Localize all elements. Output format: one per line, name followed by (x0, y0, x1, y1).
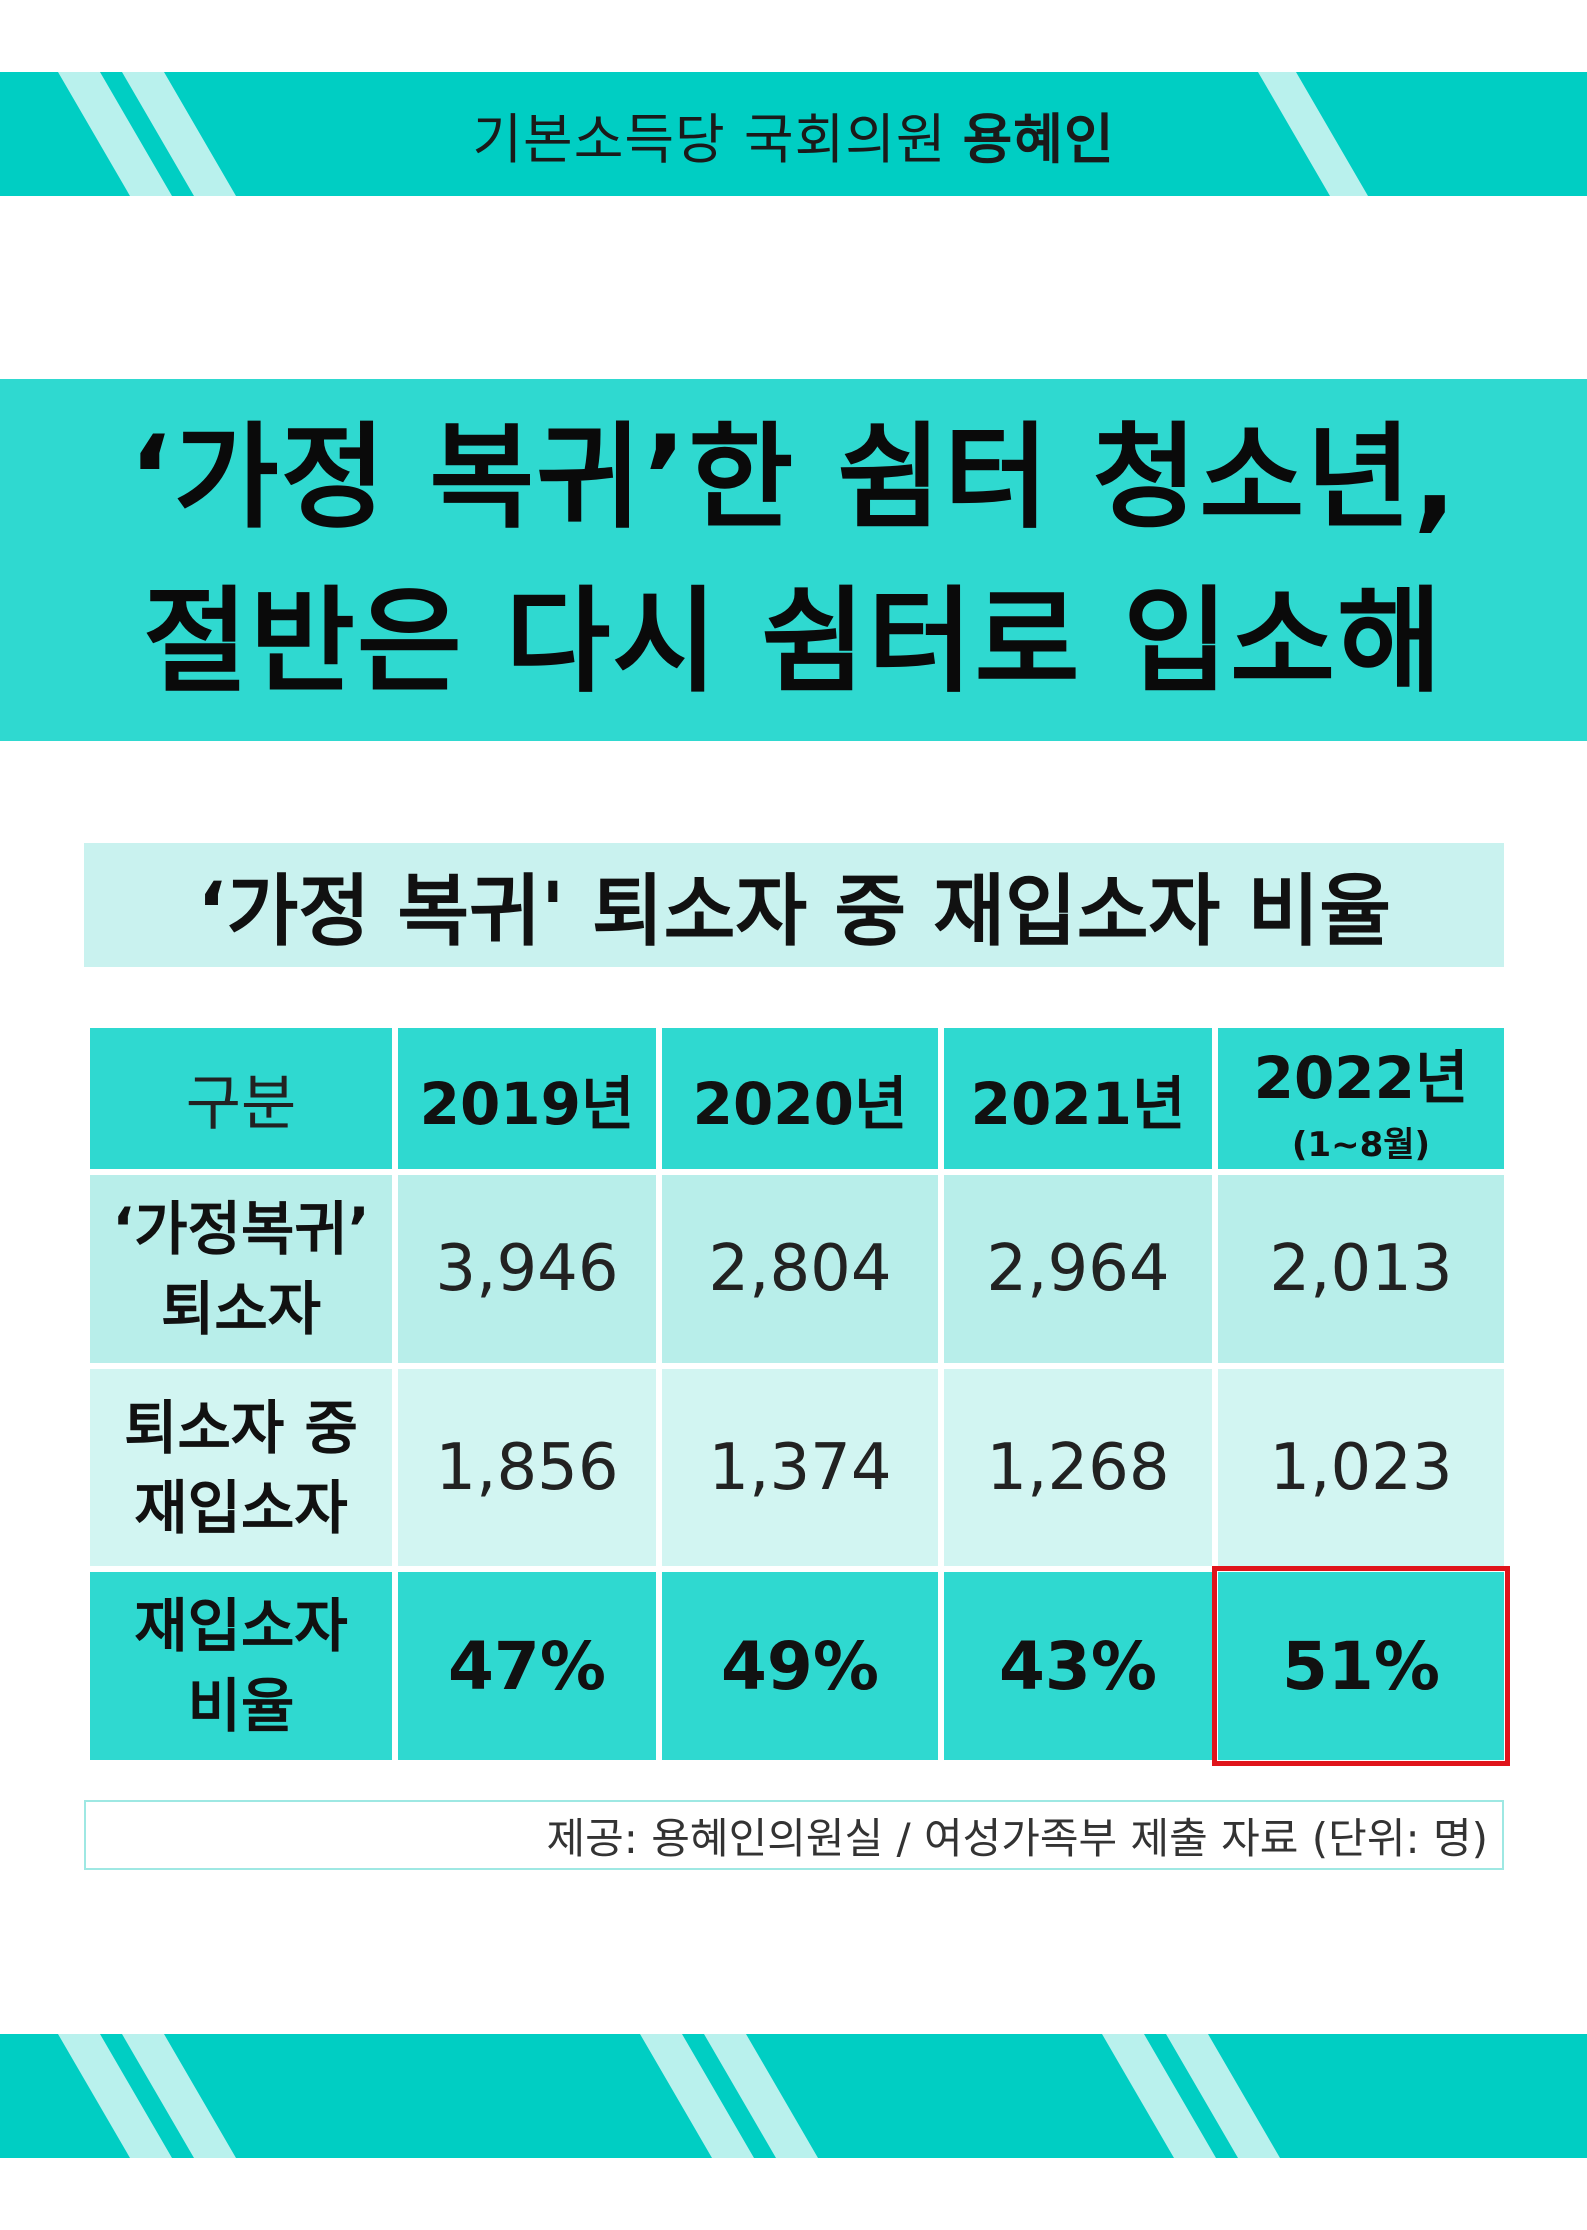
row-label: 퇴소자 중 재입소자 (90, 1368, 392, 1567)
data-table: 구분 2019년 2020년 2021년 2022년 (1~8월) ‘가정복귀’… (84, 1022, 1510, 1766)
header-year: 2020년 (662, 1028, 938, 1170)
table-cell: 3,946 (398, 1175, 656, 1363)
top-banner: 기본소득당 국회의원 용혜인 (0, 72, 1587, 196)
table-cell: 2,804 (662, 1175, 938, 1363)
row-label: 재입소자 비율 (90, 1572, 392, 1760)
member-name: 용혜인 (962, 107, 1115, 171)
table-cell: 49% (662, 1572, 938, 1760)
row-label: ‘가정복귀’ 퇴소자 (90, 1175, 392, 1363)
header-year-note: (1~8월) (1291, 1125, 1431, 1166)
party-member-label: 기본소득당 국회의원 (472, 107, 947, 171)
table-cell: 1,856 (398, 1368, 656, 1567)
header-year: 2019년 (398, 1028, 656, 1170)
header-year: 2021년 (944, 1028, 1212, 1170)
stripe-decoration-icon (58, 72, 1368, 196)
header-year: 2022년 (1~8월) (1218, 1028, 1504, 1170)
table-cell: 2,964 (944, 1175, 1212, 1363)
headline-line-2: 절반은 다시 쉼터로 입소해 (143, 575, 1444, 708)
table-cell: 1,023 (1218, 1368, 1504, 1567)
bottom-banner (0, 2034, 1587, 2158)
header-corner: 구분 (90, 1028, 392, 1170)
table-cell: 1,268 (944, 1368, 1212, 1567)
headline-line-1: ‘가정 복귀’한 쉼터 청소년, (128, 411, 1459, 544)
table-row: ‘가정복귀’ 퇴소자 3,946 2,804 2,964 2,013 (90, 1175, 1504, 1363)
source-note: 제공: 용혜인의원실 / 여성가족부 제출 자료 (단위: 명) (84, 1800, 1504, 1870)
table-header-row: 구분 2019년 2020년 2021년 2022년 (1~8월) (90, 1028, 1504, 1170)
table-cell: 47% (398, 1572, 656, 1760)
stripe-decoration-icon (58, 2034, 1280, 2158)
table-row: 재입소자 비율 47% 49% 43% 51% (90, 1566, 1510, 1766)
table-title: ‘가정 복귀' 퇴소자 중 재입소자 비율 (84, 843, 1504, 967)
member-title: 기본소득당 국회의원 용혜인 (0, 72, 1587, 196)
table-cell: 1,374 (662, 1368, 938, 1567)
table-cell: 43% (944, 1572, 1212, 1760)
table-cell: 2,013 (1218, 1175, 1504, 1363)
highlighted-cell: 51% (1212, 1566, 1510, 1766)
headline-block: ‘가정 복귀’한 쉼터 청소년, 절반은 다시 쉼터로 입소해 (0, 379, 1587, 741)
table-row: 퇴소자 중 재입소자 1,856 1,374 1,268 1,023 (90, 1368, 1504, 1567)
